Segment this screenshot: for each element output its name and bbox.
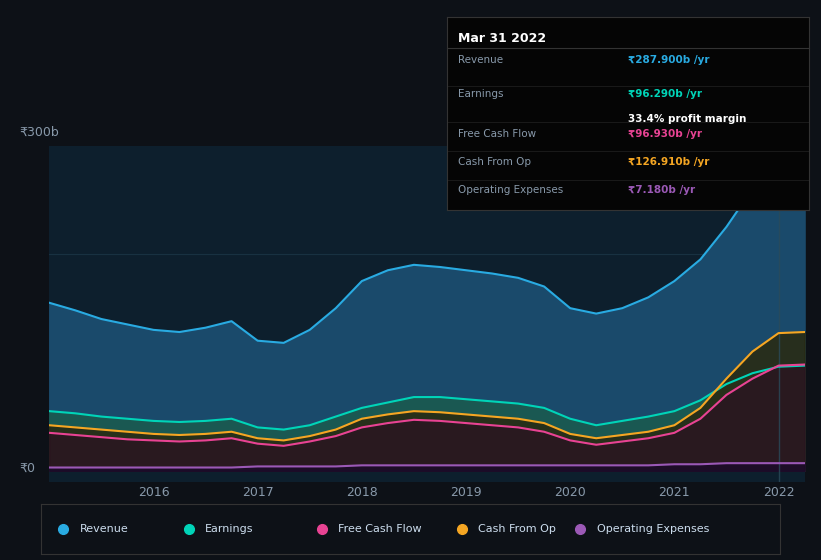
- Text: Cash From Op: Cash From Op: [479, 524, 557, 534]
- Text: Operating Expenses: Operating Expenses: [597, 524, 709, 534]
- Text: ₹287.900b /yr: ₹287.900b /yr: [628, 55, 709, 66]
- Text: ₹7.180b /yr: ₹7.180b /yr: [628, 185, 695, 195]
- Text: ₹96.930b /yr: ₹96.930b /yr: [628, 129, 702, 139]
- Text: Cash From Op: Cash From Op: [458, 157, 531, 167]
- Text: 33.4% profit margin: 33.4% profit margin: [628, 114, 746, 124]
- Text: ₹96.290b /yr: ₹96.290b /yr: [628, 89, 702, 99]
- Text: Free Cash Flow: Free Cash Flow: [458, 129, 536, 139]
- Text: ₹126.910b /yr: ₹126.910b /yr: [628, 157, 709, 167]
- Text: Mar 31 2022: Mar 31 2022: [458, 32, 547, 45]
- Text: Free Cash Flow: Free Cash Flow: [338, 524, 422, 534]
- Text: ₹0: ₹0: [19, 462, 35, 475]
- Text: Revenue: Revenue: [458, 55, 503, 66]
- Text: Earnings: Earnings: [458, 89, 504, 99]
- Text: Operating Expenses: Operating Expenses: [458, 185, 563, 195]
- Text: Earnings: Earnings: [205, 524, 254, 534]
- Text: Revenue: Revenue: [80, 524, 128, 534]
- Text: ₹300b: ₹300b: [19, 126, 59, 139]
